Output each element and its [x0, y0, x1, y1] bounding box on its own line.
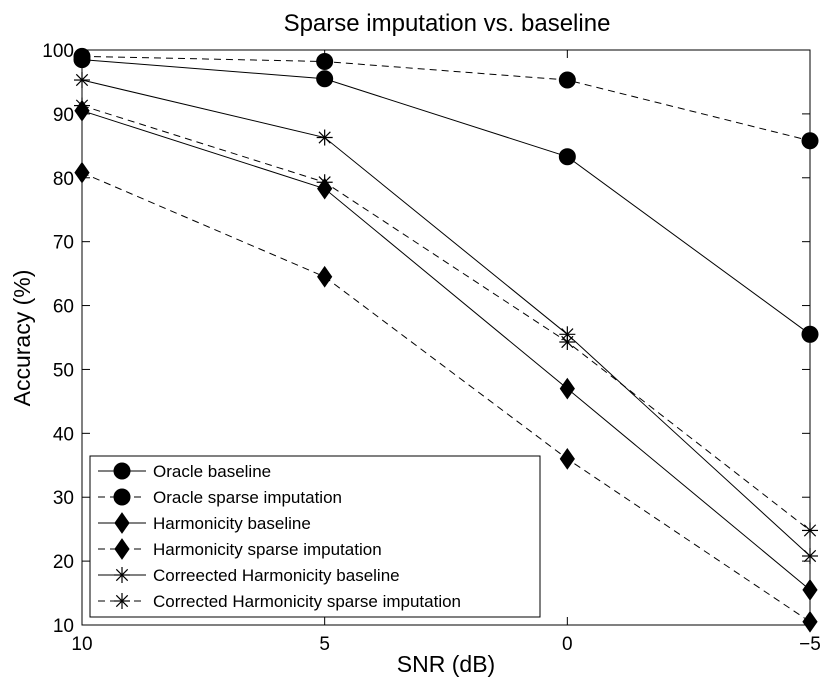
x-tick-label: 0: [562, 634, 573, 655]
legend-box: [89, 455, 541, 618]
series-5: [74, 97, 818, 539]
series-layer: [73, 47, 819, 633]
legend-label: Correected Harmonicity baseline: [153, 566, 400, 585]
marker-diamond: [317, 265, 333, 288]
y-tick-label: 10: [53, 616, 74, 637]
series-3: [74, 161, 818, 633]
marker-star-stroke: [75, 99, 89, 112]
series-line: [81, 79, 811, 557]
legend-label: Corrected Harmonicity sparse imputation: [153, 592, 461, 611]
y-tick-label: 80: [53, 169, 74, 190]
series-0: [73, 51, 819, 343]
series-line: [81, 110, 811, 591]
series-line: [81, 59, 811, 335]
marker-star: [74, 97, 90, 114]
marker-star-stroke: [75, 73, 89, 87]
y-tick-label: 100: [42, 41, 74, 62]
legend: Oracle baseline Oracle sparse imputation H…: [89, 455, 541, 618]
marker-circle: [113, 488, 131, 506]
series-1: [73, 47, 819, 150]
marker-circle: [801, 132, 819, 150]
legend-label: Oracle baseline: [153, 462, 271, 481]
marker-circle: [73, 47, 91, 65]
series-line: [81, 55, 811, 142]
marker-circle: [801, 325, 819, 343]
y-tick-label: 70: [53, 233, 74, 254]
y-tick-label: 60: [53, 297, 74, 318]
marker-diamond: [74, 161, 90, 184]
marker-star: [114, 593, 130, 609]
x-tick-label: 5: [319, 634, 330, 655]
marker-circle: [113, 462, 131, 480]
marker-star: [802, 522, 818, 539]
marker-star: [802, 548, 818, 564]
marker-star-stroke: [803, 524, 817, 537]
marker-circle: [316, 53, 334, 70]
marker-star-stroke: [318, 131, 331, 144]
marker-star: [559, 333, 576, 350]
marker-diamond: [559, 448, 575, 470]
marker-circle: [558, 148, 576, 166]
marker-star: [74, 72, 90, 89]
series-2: [74, 99, 818, 601]
y-tick-label: 50: [53, 360, 74, 381]
marker-circle: [316, 70, 334, 88]
marker-diamond: [114, 538, 130, 560]
series-line: [81, 105, 811, 531]
x-tick-label: −5: [799, 634, 821, 655]
legend-label: Harmonicity sparse imputation: [153, 540, 382, 559]
marker-star: [316, 129, 333, 146]
marker-star-stroke: [561, 335, 574, 349]
marker-diamond: [559, 377, 575, 400]
legend-label: Harmonicity baseline: [153, 514, 311, 533]
marker-star: [316, 174, 333, 191]
marker-star-stroke: [803, 549, 817, 563]
marker-diamond: [802, 578, 818, 601]
marker-diamond: [802, 610, 818, 633]
marker-star: [114, 567, 130, 583]
y-axis-title: Accuracy (%): [9, 270, 35, 407]
marker-star-stroke: [115, 568, 129, 582]
y-tick-label: 40: [53, 424, 74, 445]
legend-label: Oracle sparse imputation: [153, 488, 342, 507]
x-tick-label: 10: [71, 634, 92, 655]
series-line: [81, 172, 811, 623]
y-tick-label: 30: [53, 488, 74, 509]
chart-title: Sparse imputation vs. baseline: [284, 10, 611, 37]
y-tick-label: 90: [53, 105, 74, 126]
series-4: [74, 72, 818, 564]
marker-star-stroke: [115, 594, 129, 608]
y-tick-label: 20: [53, 552, 74, 573]
marker-star-stroke: [318, 176, 331, 189]
x-axis-title: SNR (dB): [397, 651, 495, 677]
marker-circle: [558, 71, 576, 89]
marker-diamond: [114, 512, 130, 534]
